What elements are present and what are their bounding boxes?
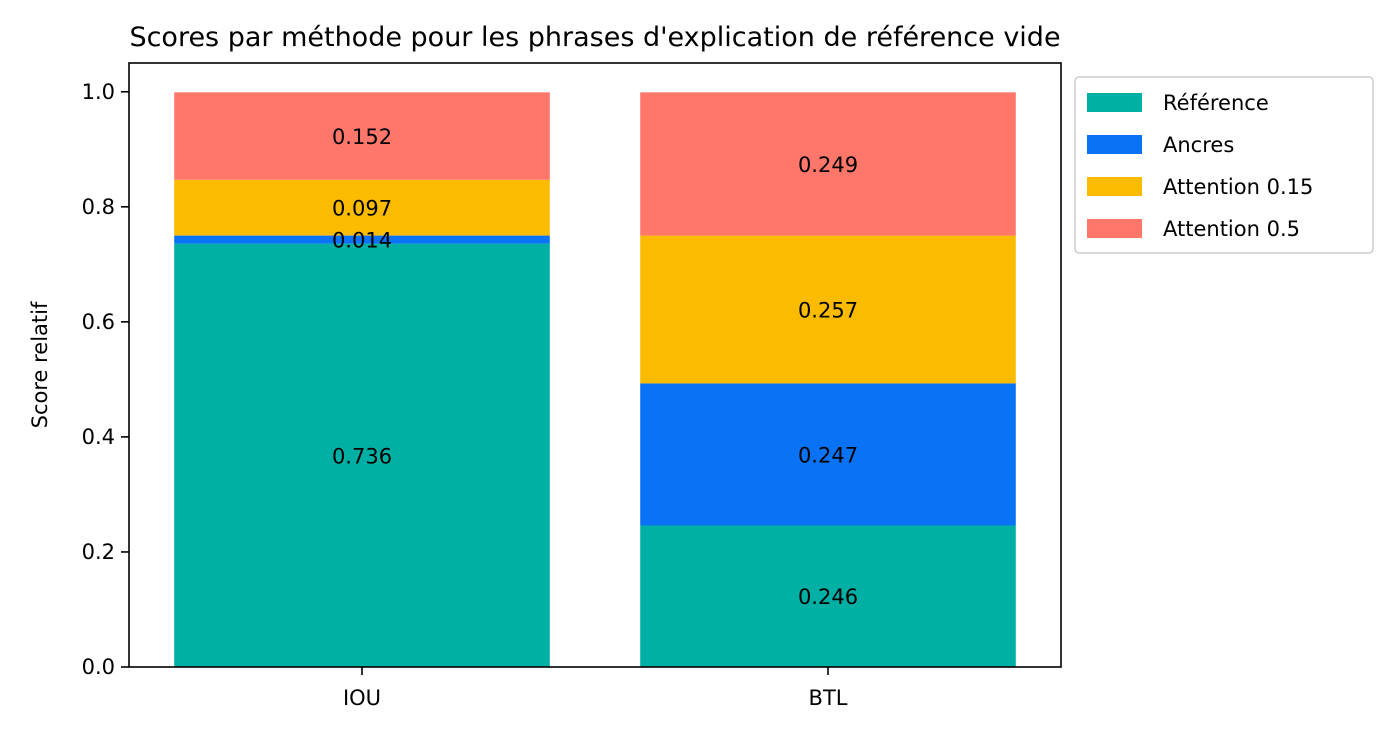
bar-value-label: 0.247: [798, 443, 858, 467]
bar-btl-series-0: [640, 525, 1016, 667]
y-tick-label: 0.4: [82, 425, 115, 449]
bar-iou-series-3: [174, 92, 550, 180]
bar-btl-series-1: [640, 383, 1016, 526]
y-axis: 0.0 0.2 0.4 0.6 0.8 1.0: [82, 80, 129, 679]
y-axis-label: Score relatif: [28, 301, 52, 428]
y-tick-label: 0.6: [82, 310, 115, 334]
bar-iou-series-2: [174, 179, 550, 236]
bar-btl-series-3: [640, 92, 1016, 236]
legend: Référence Ancres Attention 0.15 Attention 0…: [1074, 76, 1374, 254]
bar-value-label: 0.249: [798, 153, 858, 177]
legend-label: Ancres: [1163, 133, 1234, 157]
x-tick-label: IOU: [343, 686, 381, 710]
bar-iou-series-1: [174, 235, 550, 244]
bar-labels-layer: 0.736 0.014 0.097 0.152 0.246 0.247 0.257 0.249: [332, 125, 858, 609]
legend-label: Attention 0.15: [1163, 175, 1313, 199]
bar-btl-series-2: [640, 235, 1016, 384]
x-tick-label: BTL: [809, 686, 848, 710]
legend-swatch: [1087, 135, 1142, 154]
bar-value-label: 0.014: [332, 229, 392, 253]
bar-value-label: 0.152: [332, 125, 392, 149]
chart-title: Scores par méthode pour les phrases d'ex…: [129, 22, 1060, 53]
legend-label: Référence: [1163, 91, 1269, 115]
bar-value-label: 0.736: [332, 444, 392, 468]
bar-iou-series-0: [174, 243, 550, 667]
y-tick-label: 1.0: [82, 80, 115, 104]
legend-swatch: [1087, 219, 1142, 238]
bars-layer: [174, 92, 1016, 667]
y-tick-label: 0.0: [82, 655, 115, 679]
plot-frame: [128, 62, 1062, 668]
legend-swatch: [1087, 177, 1142, 196]
bar-value-label: 0.246: [798, 585, 858, 609]
bar-value-label: 0.257: [798, 298, 858, 322]
y-tick-label: 0.2: [82, 540, 115, 564]
x-axis: IOU BTL: [343, 667, 848, 710]
legend-swatch: [1087, 93, 1142, 112]
bar-value-label: 0.097: [332, 197, 392, 221]
legend-box: [1074, 76, 1374, 254]
legend-label: Attention 0.5: [1163, 217, 1300, 241]
y-tick-label: 0.8: [82, 195, 115, 219]
